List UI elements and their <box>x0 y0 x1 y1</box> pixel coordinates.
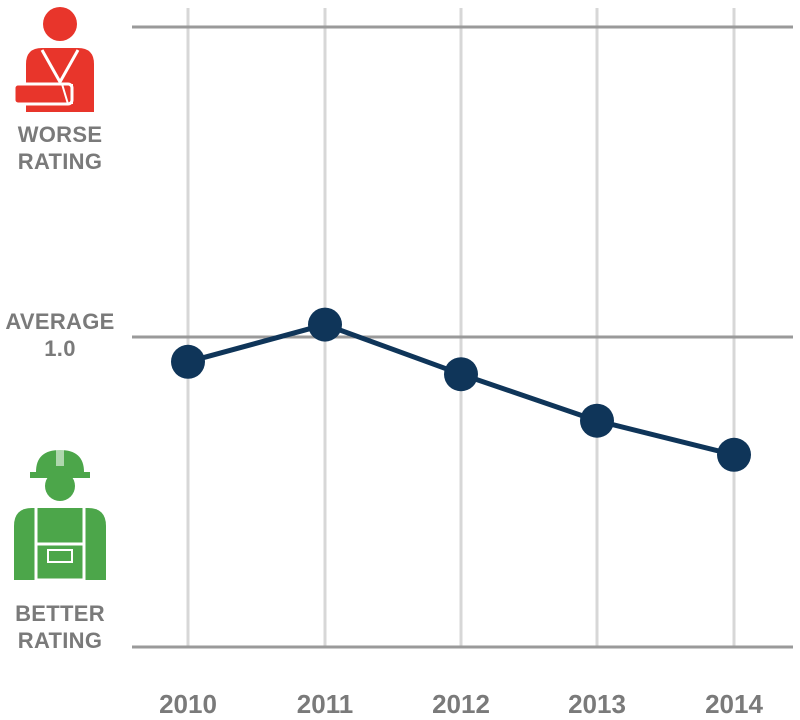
x-tick-label-2014: 2014 <box>705 689 763 719</box>
horizontal-gridlines <box>132 25 793 649</box>
better-rating-label-line2: RATING <box>17 628 103 653</box>
data-point-2013 <box>580 403 614 438</box>
data-point-2011 <box>308 307 342 342</box>
x-tick-label-2011: 2011 <box>297 689 353 719</box>
x-axis-ticks: 2010 2011 2012 2013 2014 <box>159 689 763 719</box>
x-tick-label-2013: 2013 <box>568 689 626 719</box>
data-point-2012 <box>444 357 478 392</box>
data-point-2010 <box>171 344 205 379</box>
average-label-line1: AVERAGE <box>5 309 115 334</box>
injured-worker-arm-sling-icon <box>12 7 94 112</box>
vertical-gridlines <box>186 8 736 647</box>
construction-worker-hardhat-icon <box>14 450 106 582</box>
x-tick-label-2010: 2010 <box>159 689 217 719</box>
data-point-2014 <box>717 437 751 472</box>
better-rating-label-line1: BETTER <box>15 601 105 626</box>
average-label-line2: 1.0 <box>44 336 76 361</box>
x-tick-label-2012: 2012 <box>432 689 490 719</box>
worse-rating-label-line2: RATING <box>17 149 103 174</box>
series-line <box>171 307 751 472</box>
worse-rating-label-line1: WORSE <box>17 122 103 147</box>
